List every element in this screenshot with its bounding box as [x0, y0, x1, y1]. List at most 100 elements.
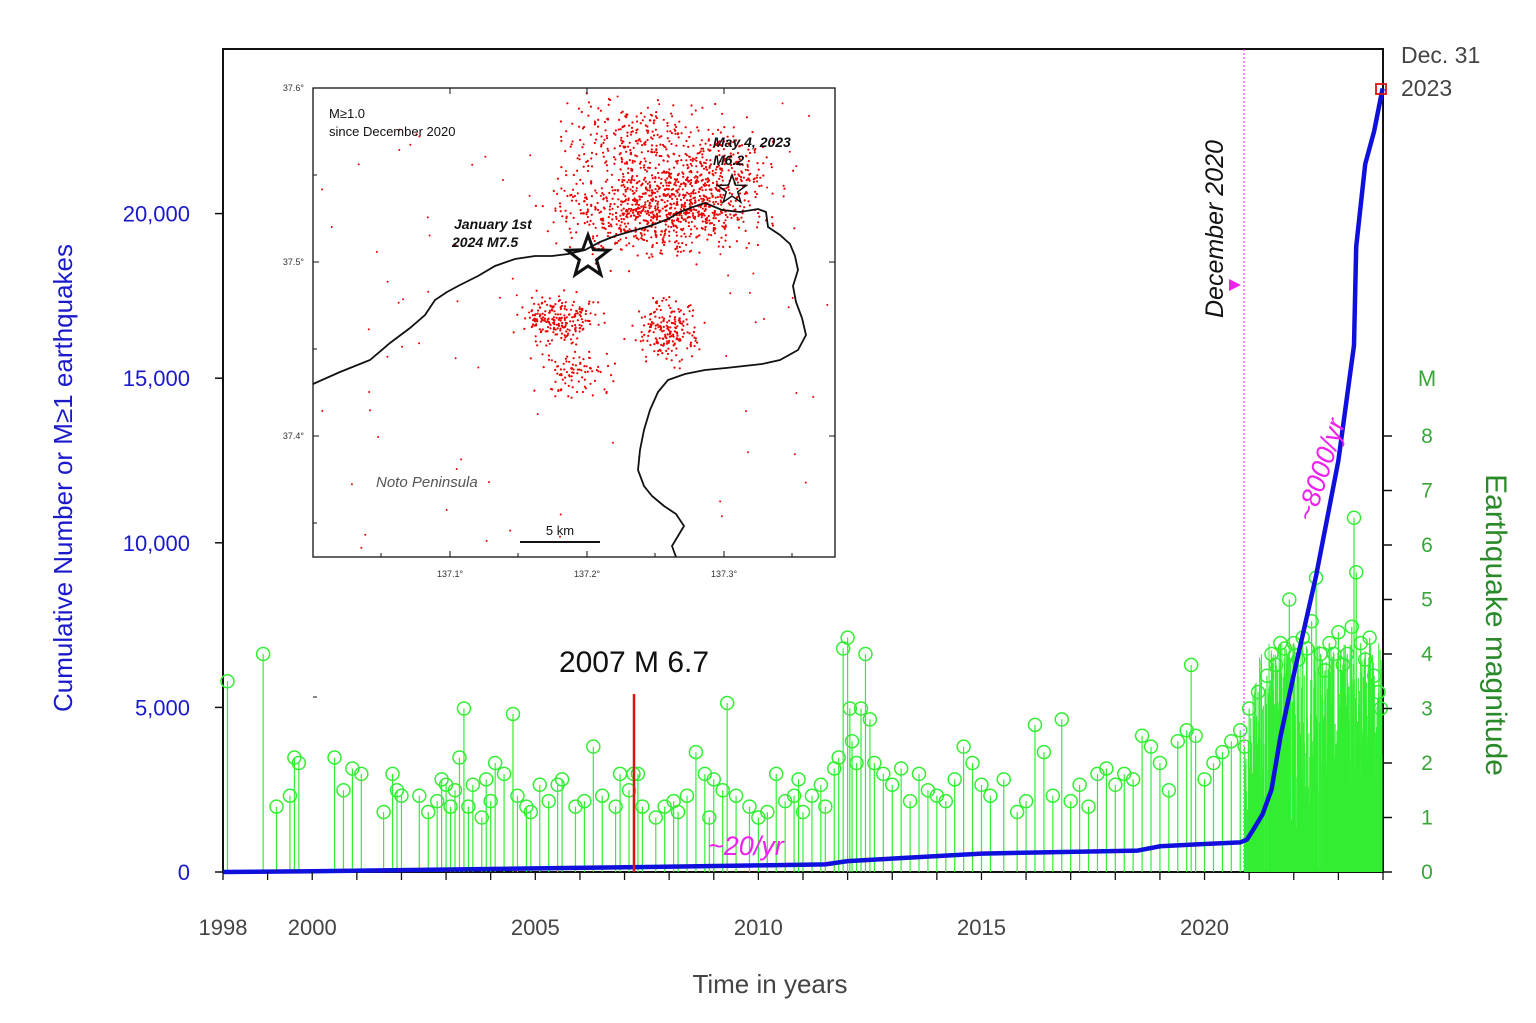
- inset-earthquake-dot: [573, 315, 576, 319]
- inset-earthquake-dot: [666, 154, 669, 157]
- inset-earthquake-dot: [795, 392, 798, 394]
- inset-earthquake-dot: [674, 181, 677, 184]
- magnitude-point: [354, 766, 369, 782]
- inset-earthquake-dot: [670, 225, 673, 229]
- inset-earthquake-dot: [724, 225, 727, 228]
- inset-earthquake-dot: [702, 212, 705, 215]
- inset-earthquake-dot: [655, 341, 658, 344]
- inset-earthquake-dot: [576, 319, 580, 322]
- inset-earthquake-dot: [521, 306, 524, 309]
- magnitude-point: [795, 804, 811, 820]
- inset-earthquake-dot: [677, 172, 680, 175]
- inset-earthquake-dot: [685, 191, 689, 194]
- inset-earthquake-dot: [678, 360, 681, 363]
- inset-earthquake-dot: [654, 324, 657, 327]
- inset-earthquake-dot: [541, 301, 544, 304]
- inset-earthquake-dot: [667, 329, 671, 332]
- inset-earthquake-dot: [632, 211, 635, 214]
- inset-event-2024-line2: 2024 M7.5: [451, 234, 518, 250]
- inset-earthquake-dot: [586, 210, 590, 213]
- inset-earthquake-dot: [692, 309, 695, 312]
- magnitude-point: [728, 788, 744, 803]
- magnitude-point: [1054, 712, 1070, 727]
- inset-earthquake-dot: [702, 197, 705, 200]
- x-tick-label: 2015: [957, 915, 1006, 940]
- inset-earthquake-dot: [582, 358, 585, 361]
- inset-earthquake-dot: [648, 166, 652, 169]
- inset-earthquake-dot: [660, 343, 663, 346]
- inset-earthquake-dot: [566, 102, 569, 105]
- inset-earthquake-dot: [565, 308, 568, 311]
- inset-earthquake-dot: [364, 533, 367, 536]
- inset-earthquake-dot: [673, 183, 676, 186]
- inset-earthquake-dot: [693, 196, 697, 199]
- inset-earthquake-dot: [688, 155, 691, 158]
- inset-earthquake-dot: [654, 327, 657, 330]
- inset-earthquake-dot: [550, 359, 554, 362]
- inset-earthquake-dot: [556, 192, 559, 195]
- inset-earthquake-dot: [642, 205, 645, 208]
- left-tick-label: 10,000: [123, 531, 190, 556]
- inset-earthquake-dot: [530, 309, 534, 312]
- inset-earthquake-dot: [708, 171, 711, 175]
- inset-earthquake-dot: [661, 241, 664, 244]
- inset-earthquake-dot: [548, 309, 552, 312]
- inset-earthquake-dot: [716, 196, 720, 199]
- inset-earthquake-dot: [713, 228, 716, 231]
- inset-earthquake-dot: [647, 221, 650, 224]
- inset-earthquake-dot: [651, 189, 654, 192]
- inset-earthquake-dot: [713, 214, 716, 217]
- magnitude-point: [394, 788, 409, 803]
- inset-earthquake-dot: [586, 208, 589, 211]
- inset-earthquake-dot: [576, 372, 579, 375]
- magnitude-point: [456, 701, 472, 716]
- inset-earthquake-dot: [687, 192, 690, 195]
- inset-earthquake-dot: [619, 238, 622, 241]
- inset-earthquake-dot: [697, 215, 700, 218]
- inset-earthquake-dot: [695, 209, 698, 212]
- magnitude-point: [443, 799, 458, 814]
- inset-earthquake-dot: [615, 217, 618, 220]
- right-tick-label: 8: [1421, 425, 1433, 448]
- inset-earthquake-dot: [649, 211, 653, 214]
- inset-earthquake-dot: [752, 178, 755, 181]
- inset-earthquake-dot: [604, 129, 607, 132]
- inset-earthquake-dot: [686, 323, 689, 326]
- inset-earthquake-dot: [681, 328, 684, 331]
- inset-earthquake-dot: [541, 328, 544, 331]
- inset-earthquake-dot: [670, 311, 673, 314]
- inset-earthquake-dot: [664, 232, 667, 235]
- inset-earthquake-dot: [687, 215, 690, 218]
- inset-earthquake-dot: [627, 222, 630, 225]
- magnitude-point: [862, 712, 878, 727]
- inset-earthquake-dot: [627, 171, 630, 175]
- inset-earthquake-dot: [658, 337, 661, 340]
- inset-earthquake-dot: [723, 221, 726, 224]
- inset-earthquake-dot: [696, 235, 699, 238]
- inset-earthquake-dot: [669, 207, 672, 210]
- inset-earthquake-dot: [533, 319, 536, 323]
- inset-earthquake-dot: [703, 195, 706, 198]
- inset-earthquake-dot: [651, 255, 654, 258]
- inset-earthquake-dot: [701, 164, 704, 167]
- inset-earthquake-dot: [655, 302, 658, 305]
- inset-earthquake-dot: [693, 215, 697, 218]
- magnitude-point: [679, 788, 695, 803]
- inset-earthquake-dot: [574, 312, 577, 315]
- inset-earthquake-dot: [670, 359, 673, 362]
- inset-earthquake-dot: [643, 333, 646, 336]
- inset-earthquake-dot: [587, 164, 590, 167]
- inset-earthquake-dot: [578, 306, 581, 309]
- inset-earthquake-dot: [676, 250, 680, 253]
- inset-earthquake-dot: [589, 312, 592, 315]
- inset-earthquake-dot: [539, 331, 543, 334]
- right-tick-label: 1: [1421, 807, 1433, 830]
- inset-earthquake-dot: [685, 159, 688, 162]
- inset-earthquake-dot: [761, 146, 765, 149]
- inset-earthquake-dot: [560, 388, 563, 391]
- inset-earthquake-dot: [533, 302, 536, 305]
- inset-earthquake-dot: [564, 301, 567, 304]
- inset-earthquake-dot: [541, 205, 544, 208]
- inset-earthquake-dot: [686, 305, 690, 309]
- inset-earthquake-dot: [573, 194, 577, 198]
